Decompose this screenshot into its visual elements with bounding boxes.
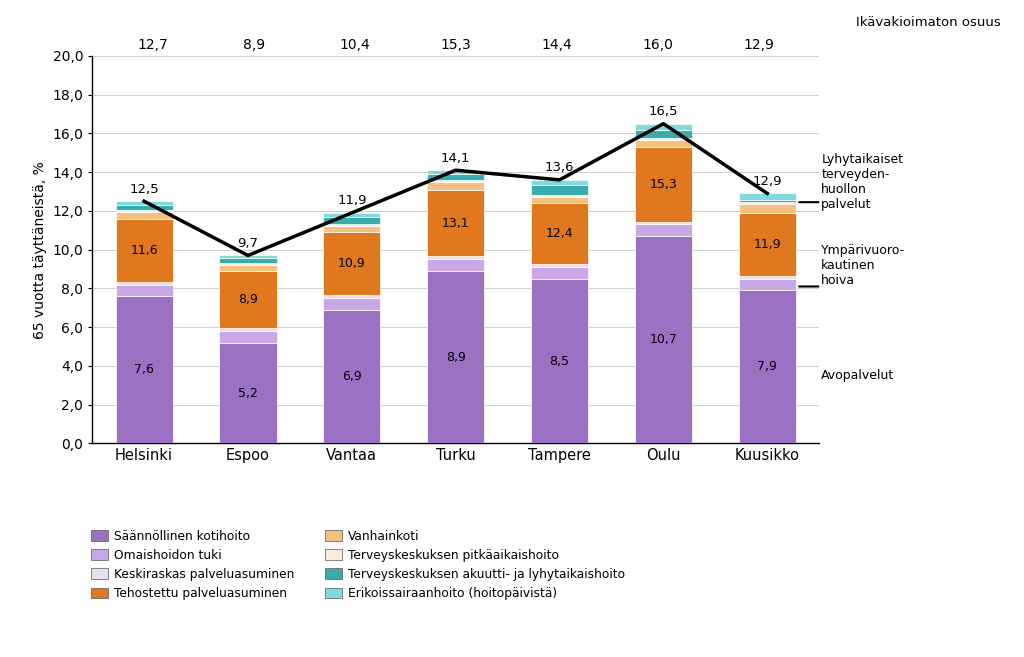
Bar xyxy=(219,256,276,258)
Bar xyxy=(324,295,380,298)
Text: 11,6: 11,6 xyxy=(130,244,158,257)
Legend: Säännöllinen kotihoito, Omaishoidon tuki, Keskiraskas palveluasuminen, Tehostett: Säännöllinen kotihoito, Omaishoidon tuki… xyxy=(91,530,626,600)
Bar xyxy=(738,204,796,213)
Bar xyxy=(116,210,173,212)
Bar xyxy=(531,185,588,195)
Bar xyxy=(427,182,484,190)
Bar xyxy=(531,203,588,264)
Text: 11,9: 11,9 xyxy=(754,238,781,251)
Bar xyxy=(219,343,276,443)
Bar xyxy=(116,284,173,296)
Text: 13,1: 13,1 xyxy=(442,217,469,229)
Bar xyxy=(219,263,276,265)
Bar xyxy=(116,219,173,282)
Bar xyxy=(219,271,276,328)
Bar xyxy=(219,328,276,331)
Text: 15,3: 15,3 xyxy=(649,178,677,191)
Bar xyxy=(738,202,796,204)
Text: 10,9: 10,9 xyxy=(338,257,366,270)
Bar xyxy=(427,260,484,271)
Bar xyxy=(116,205,173,210)
Bar xyxy=(635,236,692,443)
Text: 12,9: 12,9 xyxy=(753,175,782,188)
Bar xyxy=(738,200,796,202)
Bar xyxy=(427,271,484,443)
Text: 7,9: 7,9 xyxy=(758,361,777,373)
Bar xyxy=(324,217,380,225)
Bar xyxy=(219,258,276,263)
Bar xyxy=(635,131,692,138)
Bar xyxy=(531,267,588,279)
Bar xyxy=(116,282,173,284)
Text: 14,1: 14,1 xyxy=(441,152,470,165)
Text: Avopalvelut: Avopalvelut xyxy=(821,369,895,382)
Bar xyxy=(324,309,380,443)
Bar xyxy=(324,232,380,295)
Bar xyxy=(738,193,796,200)
Bar xyxy=(427,256,484,260)
Text: Ikävakioimaton osuus: Ikävakioimaton osuus xyxy=(856,16,1000,30)
Y-axis label: 65 vuotta täyttäneistä, %: 65 vuotta täyttäneistä, % xyxy=(33,161,47,338)
Bar xyxy=(531,180,588,185)
Bar xyxy=(531,195,588,197)
Text: 13,6: 13,6 xyxy=(545,162,574,175)
Bar xyxy=(324,225,380,227)
Bar xyxy=(635,221,692,225)
Bar xyxy=(219,265,276,271)
Bar xyxy=(324,227,380,232)
Text: 8,9: 8,9 xyxy=(445,351,466,364)
Bar xyxy=(635,140,692,147)
Bar xyxy=(116,201,173,205)
Bar xyxy=(427,170,484,174)
Text: 5,2: 5,2 xyxy=(238,386,258,399)
Bar xyxy=(427,174,484,180)
Bar xyxy=(635,147,692,221)
Text: 16,5: 16,5 xyxy=(648,105,678,118)
Text: 8,9: 8,9 xyxy=(238,293,258,306)
Bar xyxy=(324,213,380,217)
Bar xyxy=(738,290,796,443)
Text: 7,6: 7,6 xyxy=(134,363,154,376)
Bar xyxy=(531,197,588,203)
Text: Lyhytaikaiset
terveyden-
huollon
palvelut: Lyhytaikaiset terveyden- huollon palvelu… xyxy=(821,153,903,211)
Bar xyxy=(531,279,588,443)
Bar xyxy=(635,225,692,236)
Bar xyxy=(738,279,796,290)
Text: 10,7: 10,7 xyxy=(649,333,677,346)
Bar xyxy=(738,213,796,276)
Text: 11,9: 11,9 xyxy=(337,194,367,208)
Bar xyxy=(116,296,173,443)
Bar xyxy=(116,212,173,219)
Text: 9,7: 9,7 xyxy=(238,237,258,250)
Text: 12,4: 12,4 xyxy=(546,227,573,240)
Bar xyxy=(635,124,692,131)
Text: 8,5: 8,5 xyxy=(550,355,569,368)
Bar xyxy=(324,298,380,309)
Bar xyxy=(635,138,692,140)
Text: 12,5: 12,5 xyxy=(129,183,159,196)
Bar xyxy=(531,264,588,267)
Bar xyxy=(219,331,276,343)
Text: Ympärivuoro-
kautinen
hoiva: Ympärivuoro- kautinen hoiva xyxy=(821,244,905,286)
Bar xyxy=(738,276,796,279)
Text: 6,9: 6,9 xyxy=(342,370,361,383)
Bar xyxy=(427,180,484,182)
Bar xyxy=(427,190,484,256)
